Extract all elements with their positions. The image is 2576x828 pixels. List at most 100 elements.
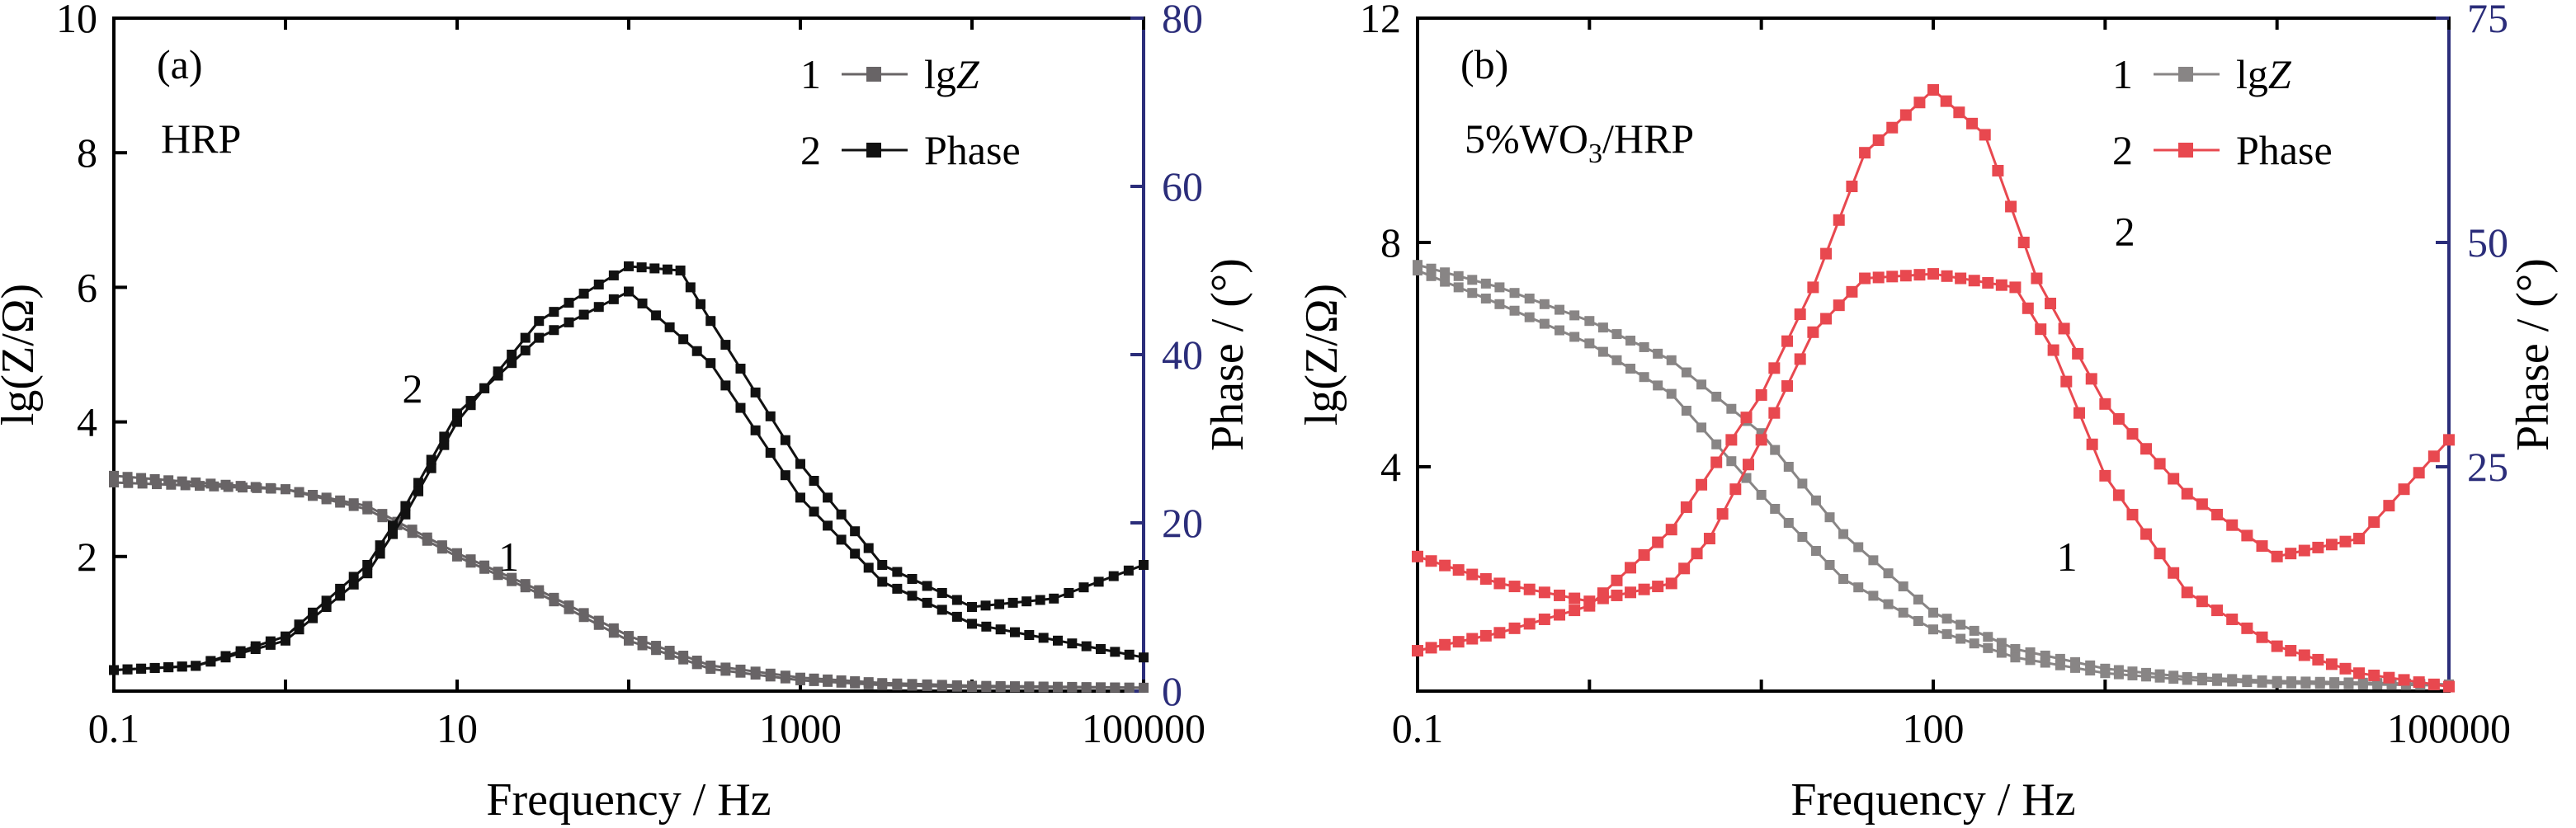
data-point-lgz bbox=[907, 679, 918, 689]
data-point-phase bbox=[2368, 669, 2380, 681]
data-point-phase bbox=[520, 345, 531, 355]
data-point-lgz bbox=[136, 473, 147, 483]
data-point-phase bbox=[2181, 586, 2193, 599]
data-point-phase bbox=[1123, 565, 1134, 576]
data-point-phase bbox=[1899, 109, 1912, 121]
data-point-phase bbox=[2196, 595, 2208, 608]
data-point-phase bbox=[2413, 467, 2425, 479]
data-point-lgz bbox=[1996, 647, 2007, 658]
data-point-phase bbox=[608, 270, 619, 280]
data-point-lgz bbox=[1941, 614, 1952, 624]
legend-marker bbox=[2178, 143, 2193, 158]
x-tick-label: 0.1 bbox=[88, 705, 140, 751]
data-point-phase bbox=[1439, 559, 1451, 572]
data-point-lgz bbox=[335, 495, 346, 506]
data-point-lgz bbox=[2070, 662, 2081, 673]
data-point-phase bbox=[967, 602, 977, 612]
data-point-phase bbox=[1021, 596, 1032, 607]
x-tick-label: 1000 bbox=[759, 705, 842, 751]
data-point-lgz bbox=[1494, 299, 1505, 309]
data-point-lgz bbox=[1453, 282, 1464, 293]
data-point-phase bbox=[1755, 434, 1767, 446]
data-point-lgz bbox=[1509, 288, 1520, 299]
data-point-phase bbox=[892, 583, 903, 594]
data-point-phase bbox=[1638, 548, 1650, 561]
data-point-phase bbox=[1466, 568, 1479, 581]
data-point-phase bbox=[2241, 622, 2253, 634]
panel-label: (a) bbox=[157, 41, 203, 87]
data-point-phase bbox=[578, 309, 589, 320]
y-right-tick-label: 75 bbox=[2467, 0, 2508, 41]
data-point-phase bbox=[1716, 508, 1729, 520]
data-point-phase bbox=[608, 294, 619, 304]
data-point-phase bbox=[1108, 571, 1119, 581]
data-point-phase bbox=[520, 332, 531, 343]
data-point-phase bbox=[2022, 302, 2034, 314]
data-point-lgz bbox=[651, 641, 662, 652]
data-point-phase bbox=[2112, 412, 2125, 425]
data-point-phase bbox=[2035, 323, 2047, 336]
legend-label: Phase bbox=[2236, 127, 2333, 173]
data-point-phase bbox=[1768, 407, 1781, 419]
data-point-lgz bbox=[1067, 681, 1078, 692]
data-point-lgz bbox=[1597, 346, 1608, 357]
data-point-lgz bbox=[951, 680, 962, 690]
data-point-lgz bbox=[624, 631, 634, 642]
y-axis-title: lg(Z/Ω) bbox=[0, 284, 44, 426]
series-line-phase bbox=[1417, 272, 2450, 689]
data-point-phase bbox=[809, 506, 819, 517]
data-point-lgz bbox=[1453, 271, 1464, 281]
data-point-lgz bbox=[2025, 647, 2036, 657]
data-point-phase bbox=[2256, 631, 2268, 643]
data-point-phase bbox=[795, 492, 805, 503]
data-point-lgz bbox=[608, 623, 619, 633]
data-point-phase bbox=[2140, 528, 2153, 540]
data-point-phase bbox=[863, 543, 874, 553]
data-point-phase bbox=[691, 346, 702, 356]
data-point-phase bbox=[534, 316, 545, 327]
data-point-phase bbox=[637, 298, 648, 308]
data-point-phase bbox=[2168, 473, 2180, 485]
data-point-lgz bbox=[1124, 682, 1135, 693]
data-point-phase bbox=[1755, 388, 1767, 401]
data-point-phase bbox=[1007, 597, 1018, 608]
data-point-phase bbox=[149, 662, 160, 673]
data-point-lgz bbox=[1983, 632, 1993, 642]
data-point-phase bbox=[109, 665, 119, 675]
data-point-phase bbox=[362, 568, 373, 579]
data-point-phase bbox=[294, 624, 304, 635]
data-point-lgz bbox=[678, 651, 689, 661]
data-point-phase bbox=[2211, 605, 2224, 617]
data-point-lgz bbox=[1898, 581, 1908, 592]
data-point-phase bbox=[2312, 541, 2324, 553]
data-point-phase bbox=[1820, 247, 1833, 260]
data-point-lgz bbox=[1681, 406, 1691, 416]
data-point-phase bbox=[1691, 548, 1703, 560]
data-point-phase bbox=[1425, 555, 1437, 567]
data-point-lgz bbox=[578, 608, 589, 619]
data-point-lgz bbox=[1480, 294, 1491, 303]
plot-frame bbox=[112, 16, 1145, 693]
data-point-lgz bbox=[1711, 439, 1722, 449]
data-point-phase bbox=[220, 652, 231, 663]
sample-label: 5%WO3/HRP bbox=[1465, 115, 1694, 169]
data-point-phase bbox=[624, 286, 634, 297]
data-point-lgz bbox=[2168, 674, 2179, 685]
y-right-tick-label: 25 bbox=[2467, 444, 2508, 490]
data-point-phase bbox=[1768, 362, 1781, 374]
data-point-phase bbox=[2427, 450, 2440, 463]
data-point-phase bbox=[636, 262, 647, 273]
data-point-lgz bbox=[1956, 633, 1966, 644]
data-point-phase bbox=[1941, 270, 1953, 282]
data-point-lgz bbox=[1996, 637, 2007, 648]
data-point-lgz bbox=[1555, 325, 1565, 336]
data-point-lgz bbox=[321, 492, 332, 503]
data-point-phase bbox=[1982, 276, 1994, 289]
data-point-phase bbox=[1652, 536, 1664, 548]
data-point-phase bbox=[1859, 147, 1871, 159]
data-point-phase bbox=[1493, 577, 1506, 590]
data-point-phase bbox=[413, 486, 424, 496]
data-point-lgz bbox=[1110, 682, 1121, 693]
data-point-phase bbox=[850, 526, 861, 537]
data-point-phase bbox=[1569, 605, 1581, 617]
